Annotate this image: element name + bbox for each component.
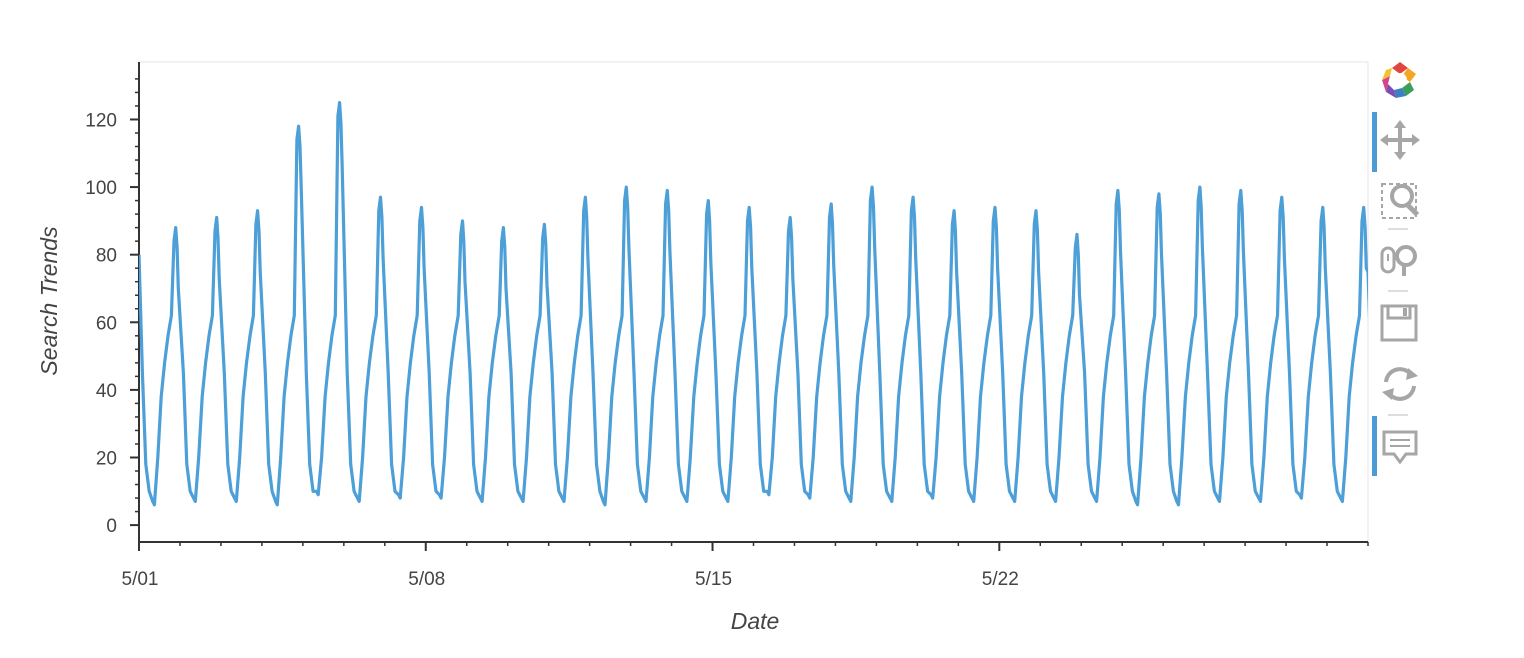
x-tick-label: 5/22 — [982, 569, 1019, 590]
y-tick-label: 100 — [85, 178, 117, 199]
wheel-zoom-tool-icon[interactable] — [1378, 238, 1422, 282]
x-tick-label: 5/08 — [408, 569, 445, 590]
y-tick-label: 20 — [96, 448, 117, 469]
toolbar-divider — [1388, 290, 1408, 292]
box-zoom-tool-icon[interactable] — [1378, 178, 1422, 222]
y-tick-label: 0 — [106, 516, 117, 537]
chart-toolbar — [1372, 56, 1428, 496]
pan-active-indicator — [1372, 112, 1377, 172]
x-axis: 5/01 5/08 5/15 5/22 — [122, 541, 1369, 590]
toolbar-divider — [1388, 228, 1408, 230]
y-axis-title: Search Trends — [36, 226, 62, 376]
y-axis: 0 20 40 60 80 100 120 — [85, 62, 140, 542]
hover-active-indicator — [1372, 416, 1377, 476]
x-tick-label: 5/01 — [122, 569, 159, 590]
x-axis-title: Date — [731, 608, 780, 634]
toolbar-divider — [1388, 414, 1408, 416]
pan-tool-icon[interactable] — [1378, 118, 1422, 162]
y-tick-label: 60 — [96, 313, 117, 334]
reset-tool-icon[interactable] — [1378, 362, 1422, 406]
hover-tool-icon[interactable] — [1378, 426, 1422, 470]
save-tool-icon[interactable] — [1378, 302, 1422, 346]
bokeh-logo-icon[interactable] — [1378, 58, 1422, 102]
series-line — [139, 101, 1368, 507]
y-tick-label: 40 — [96, 381, 117, 402]
y-tick-label: 120 — [85, 110, 117, 131]
x-tick-label: 5/15 — [695, 569, 732, 590]
y-tick-label: 80 — [96, 246, 117, 267]
series-layer — [139, 101, 1368, 507]
